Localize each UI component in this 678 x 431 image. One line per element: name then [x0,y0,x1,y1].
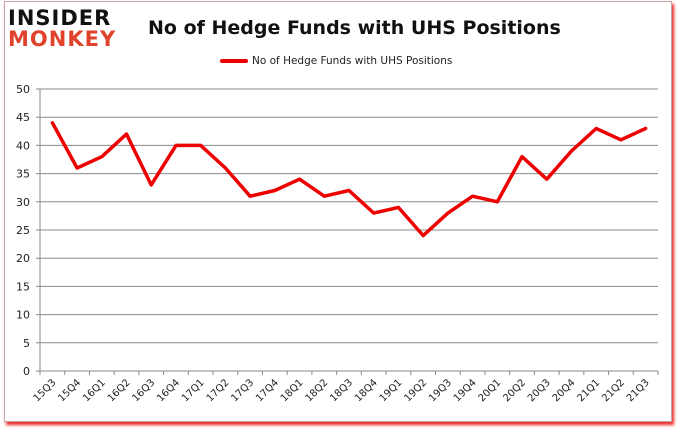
y-tick-label: 0 [23,365,30,378]
x-tick-label: 18Q1 [279,377,306,404]
chart-title: No of Hedge Funds with UHS Positions [148,17,561,39]
y-tick-label: 45 [16,111,30,124]
x-tick-label: 16Q2 [106,377,133,404]
x-tick-label: 15Q3 [32,377,59,404]
y-tick-label: 25 [16,224,30,237]
x-tick-label: 21Q2 [600,377,627,404]
chart-frame [4,1,672,422]
x-tick-label: 19Q2 [402,377,429,404]
x-tick-label: 21Q1 [575,377,602,404]
x-tick-label: 17Q2 [205,377,232,404]
x-tick-label: 20Q3 [526,377,553,404]
legend-line-swatch-icon [220,59,248,63]
x-tick-label: 20Q1 [477,377,504,404]
x-tick-label: 17Q1 [180,377,207,404]
chart-legend: No of Hedge Funds with UHS Positions [220,54,452,68]
x-tick-label: 16Q4 [155,377,182,404]
x-tick-label: 19Q4 [452,377,479,404]
y-tick-label: 30 [16,196,30,209]
x-tick-label: 19Q1 [378,377,405,404]
y-tick-label: 5 [23,337,30,350]
x-tick-label: 18Q3 [328,377,355,404]
logo-line-1: INSIDER [8,6,112,30]
y-tick-label: 10 [16,309,30,322]
x-tick-label: 19Q3 [427,377,454,404]
x-tick-label: 20Q2 [501,377,528,404]
y-tick-label: 20 [16,252,30,265]
series-line [50,121,648,238]
x-tick-label: 17Q3 [229,377,256,404]
y-tick-label: 15 [16,280,30,293]
y-tick-label: 40 [16,139,30,152]
x-tick-label: 17Q4 [254,377,281,404]
insider-monkey-logo: INSIDER MONKEY [8,8,126,54]
legend-label: No of Hedge Funds with UHS Positions [252,55,453,67]
x-tick-label: 21Q3 [625,377,652,404]
x-tick-label: 16Q3 [131,377,158,404]
x-tick-label: 15Q4 [56,377,83,404]
y-tick-label: 50 [16,83,30,96]
y-tick-label: 35 [16,168,30,181]
x-tick-label: 18Q2 [304,377,331,404]
x-tick-label: 18Q4 [353,377,380,404]
x-tick-label: 20Q4 [551,377,578,404]
x-tick-label: 16Q1 [81,377,108,404]
logo-line-2: MONKEY [8,27,117,51]
